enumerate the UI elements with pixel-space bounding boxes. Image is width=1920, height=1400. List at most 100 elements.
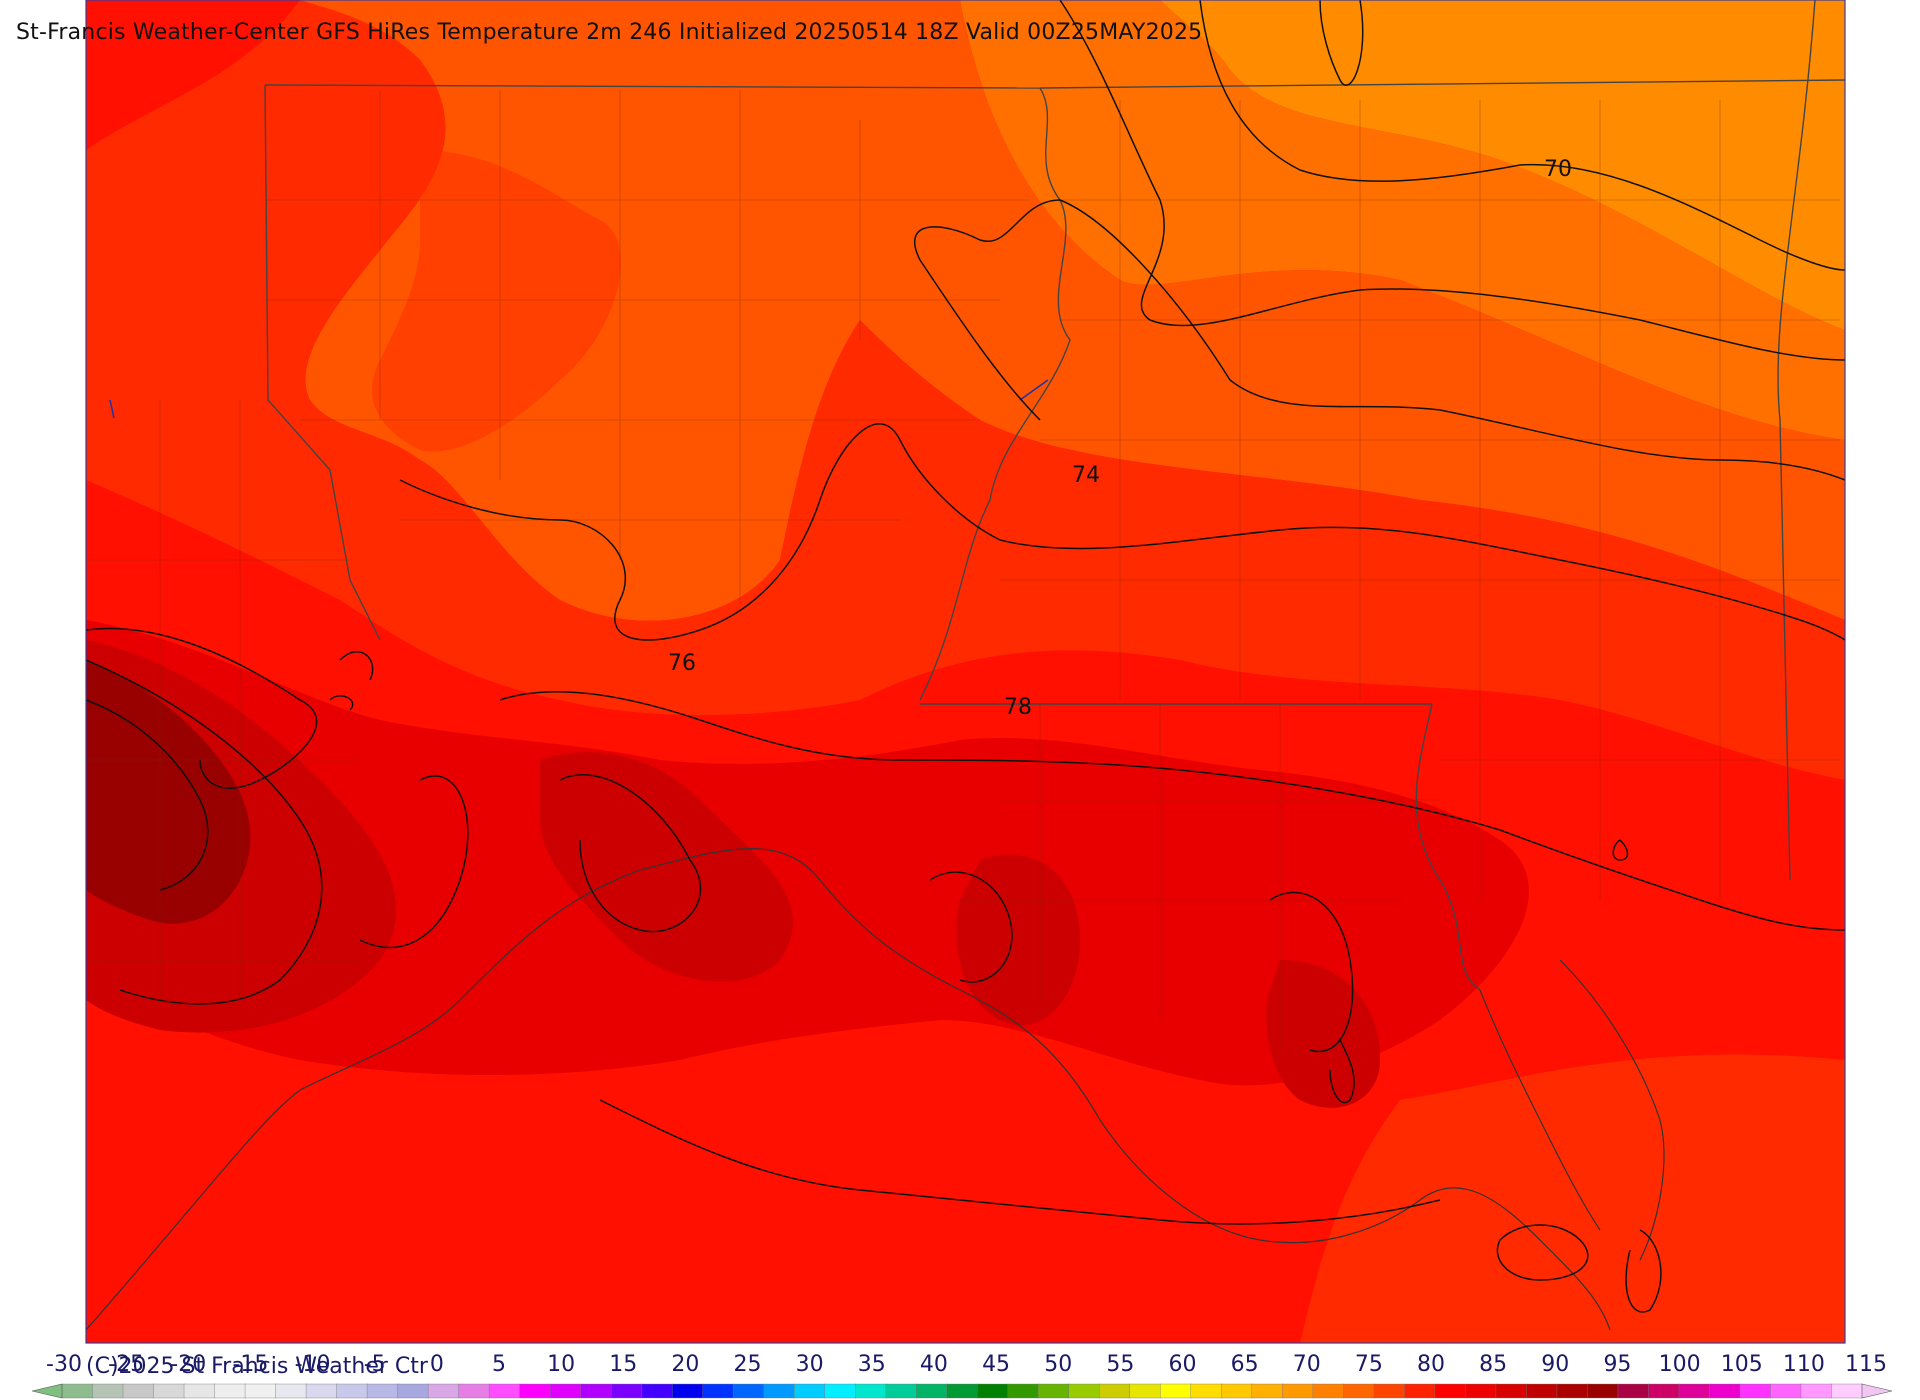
colorbar-swatch	[1282, 1383, 1314, 1399]
colorbar-swatch	[336, 1383, 368, 1399]
colorbar-swatch	[580, 1383, 612, 1399]
colorbar-swatch	[305, 1383, 338, 1399]
colorbar-tick-label: 55	[1106, 1352, 1135, 1377]
colorbar-tick-label: 115	[1845, 1352, 1887, 1377]
copyright-text: (C)2025 St Francis Weather Ctr	[86, 1354, 428, 1379]
colorbar-tick-label: 5	[491, 1352, 506, 1377]
colorbar-swatch	[244, 1383, 277, 1399]
colorbar-swatch	[1343, 1383, 1375, 1399]
colorbar-swatch	[1678, 1383, 1711, 1399]
colorbar-swatch	[1831, 1383, 1863, 1399]
fill-76	[86, 0, 1845, 780]
colorbar-swatch	[122, 1383, 155, 1399]
colorbar-tick-label: 70	[1292, 1352, 1321, 1377]
colorbar-tick-label: 60	[1168, 1352, 1197, 1377]
colorbar-tick-label: 50	[1044, 1352, 1073, 1377]
colorbar-tick-label: -15	[232, 1352, 269, 1377]
colorbar-swatch	[549, 1383, 582, 1399]
fill-86	[86, 660, 251, 924]
colorbar-swatch	[519, 1383, 551, 1399]
colorbar-swatch	[1556, 1383, 1589, 1399]
fill-68	[1160, 0, 1845, 330]
fill-82	[86, 640, 1380, 1108]
colorbar-tick-label: 25	[733, 1352, 762, 1377]
colorbar-swatch	[458, 1383, 490, 1399]
colorbar-tick-label: 40	[919, 1352, 948, 1377]
colorbar-swatch	[1160, 1383, 1192, 1399]
colorbar-swatch	[885, 1383, 918, 1399]
rivers	[109, 379, 1049, 419]
colorbar-tick-label: 100	[1658, 1352, 1701, 1377]
colorbar-tick-label: 45	[982, 1352, 1011, 1377]
colorbar-swatch	[1007, 1383, 1040, 1399]
county-lines	[86, 90, 1840, 1050]
colorbar-swatch	[641, 1383, 673, 1399]
colorbar-swatch	[1465, 1383, 1497, 1399]
colorbar-swatch	[702, 1383, 734, 1399]
colorbar-tick-label: 80	[1417, 1352, 1446, 1377]
colorbar-tick-label: 10	[547, 1352, 576, 1377]
colorbar-tick-label: -10	[294, 1352, 331, 1377]
colorbar-tick-label: 15	[609, 1352, 638, 1377]
colorbar-tick-label: 35	[857, 1352, 886, 1377]
colorbar-swatch	[1526, 1383, 1558, 1399]
colorbar-swatch	[794, 1383, 826, 1399]
colorbar-swatch	[1221, 1383, 1253, 1399]
colorbar-tick-label: 30	[795, 1352, 824, 1377]
colorbar-max-arrow	[1861, 1383, 1893, 1399]
colorbar-swatch	[977, 1383, 1009, 1399]
colorbar-swatch	[855, 1383, 887, 1399]
colorbar-swatch	[1648, 1383, 1680, 1399]
colorbar-swatch	[1709, 1383, 1741, 1399]
colorbar-tick-label: 110	[1782, 1352, 1825, 1377]
colorbar-swatch	[214, 1383, 246, 1399]
colorbar-swatch	[183, 1383, 216, 1399]
colorbar-swatch	[1617, 1383, 1650, 1399]
fill-80	[86, 620, 1529, 1086]
fill-gulf	[1300, 1054, 1845, 1343]
colorbar-swatch	[1038, 1383, 1070, 1399]
colorbar-swatch	[1129, 1383, 1162, 1399]
colorbar-swatch	[1251, 1383, 1284, 1399]
colorbar-swatch	[1495, 1383, 1528, 1399]
contour-label-70: 70	[1544, 157, 1572, 182]
colorbar-swatch	[732, 1383, 765, 1399]
colorbar-swatch	[397, 1383, 429, 1399]
colorbar-swatch	[61, 1383, 94, 1399]
colorbar	[31, 1383, 1893, 1399]
fill-70	[960, 0, 1845, 440]
temperature-fill	[86, 0, 1845, 1343]
colorbar-swatch	[946, 1383, 979, 1399]
colorbar-swatch	[1068, 1383, 1101, 1399]
isotherm-contours	[85, 0, 1846, 1313]
colorbar-swatch	[763, 1383, 796, 1399]
contour-label-76: 76	[668, 651, 696, 676]
colorbar-swatch	[1770, 1383, 1802, 1399]
colorbar-tick-label: 85	[1479, 1352, 1508, 1377]
colorbar-swatch	[153, 1383, 185, 1399]
colorbar-tick-label: 90	[1541, 1352, 1570, 1377]
colorbar-swatch	[488, 1383, 521, 1399]
colorbar-swatch	[1373, 1383, 1406, 1399]
colorbar-swatch	[671, 1383, 704, 1399]
colorbar-swatch	[916, 1383, 948, 1399]
colorbar-swatch	[824, 1383, 857, 1399]
colorbar-swatch	[1434, 1383, 1467, 1399]
fill-72	[300, 0, 1845, 621]
colorbar-swatch	[1800, 1383, 1833, 1399]
colorbar-swatch	[1312, 1383, 1345, 1399]
colorbar-swatch	[1739, 1383, 1772, 1399]
colorbar-swatch	[1099, 1383, 1131, 1399]
colorbar-tick-label: 20	[671, 1352, 700, 1377]
colorbar-swatch	[1587, 1383, 1619, 1399]
colorbar-tick-labels: -30 -25 -20 -15 -10 -5 0 5 10 15 20 25 30 35 40 45 50 55 6…	[0, 1352, 1920, 1380]
colorbar-swatch	[1404, 1383, 1436, 1399]
colorbar-swatch	[427, 1383, 460, 1399]
contour-label-74: 74	[1072, 463, 1100, 488]
colorbar-swatch	[1190, 1383, 1223, 1399]
colorbar-tick-label: 0	[429, 1352, 444, 1377]
colorbar-tick-label: 95	[1603, 1352, 1632, 1377]
map-title: St-Francis Weather-Center GFS HiRes Temp…	[16, 20, 1203, 45]
contour-label-78: 78	[1004, 695, 1032, 720]
colorbar-swatch	[92, 1383, 124, 1399]
